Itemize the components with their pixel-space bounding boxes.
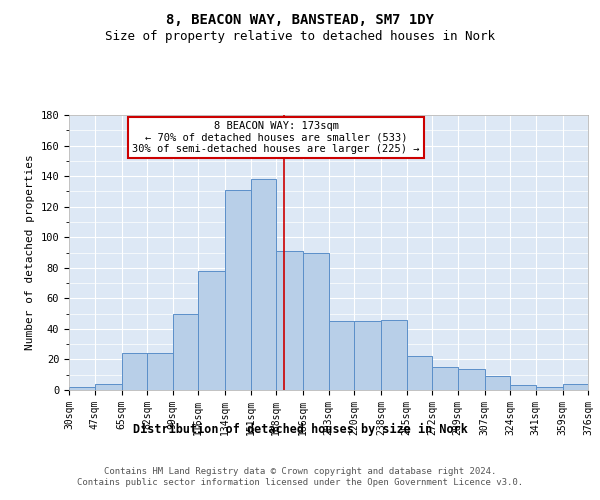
Text: Distribution of detached houses by size in Nork: Distribution of detached houses by size …	[133, 422, 467, 436]
Bar	[303, 252, 329, 390]
Text: 8 BEACON WAY: 173sqm
← 70% of detached houses are smaller (533)
30% of semi-deta: 8 BEACON WAY: 173sqm ← 70% of detached h…	[132, 121, 420, 154]
Bar	[198, 271, 225, 390]
Bar	[458, 368, 485, 390]
Text: 8, BEACON WAY, BANSTEAD, SM7 1DY: 8, BEACON WAY, BANSTEAD, SM7 1DY	[166, 12, 434, 26]
Bar	[95, 384, 121, 390]
Bar	[329, 322, 354, 390]
Bar	[225, 190, 251, 390]
Bar	[69, 387, 95, 390]
Bar	[510, 386, 536, 390]
Text: Size of property relative to detached houses in Nork: Size of property relative to detached ho…	[105, 30, 495, 43]
Bar	[121, 354, 147, 390]
Bar	[381, 320, 407, 390]
Bar	[251, 179, 276, 390]
Y-axis label: Number of detached properties: Number of detached properties	[25, 154, 35, 350]
Bar	[485, 376, 510, 390]
Text: Contains HM Land Registry data © Crown copyright and database right 2024.
Contai: Contains HM Land Registry data © Crown c…	[77, 468, 523, 487]
Bar	[173, 314, 198, 390]
Bar	[354, 322, 381, 390]
Bar	[147, 354, 173, 390]
Bar	[276, 251, 303, 390]
Bar	[432, 367, 458, 390]
Bar	[563, 384, 588, 390]
Bar	[407, 356, 432, 390]
Bar	[536, 387, 563, 390]
